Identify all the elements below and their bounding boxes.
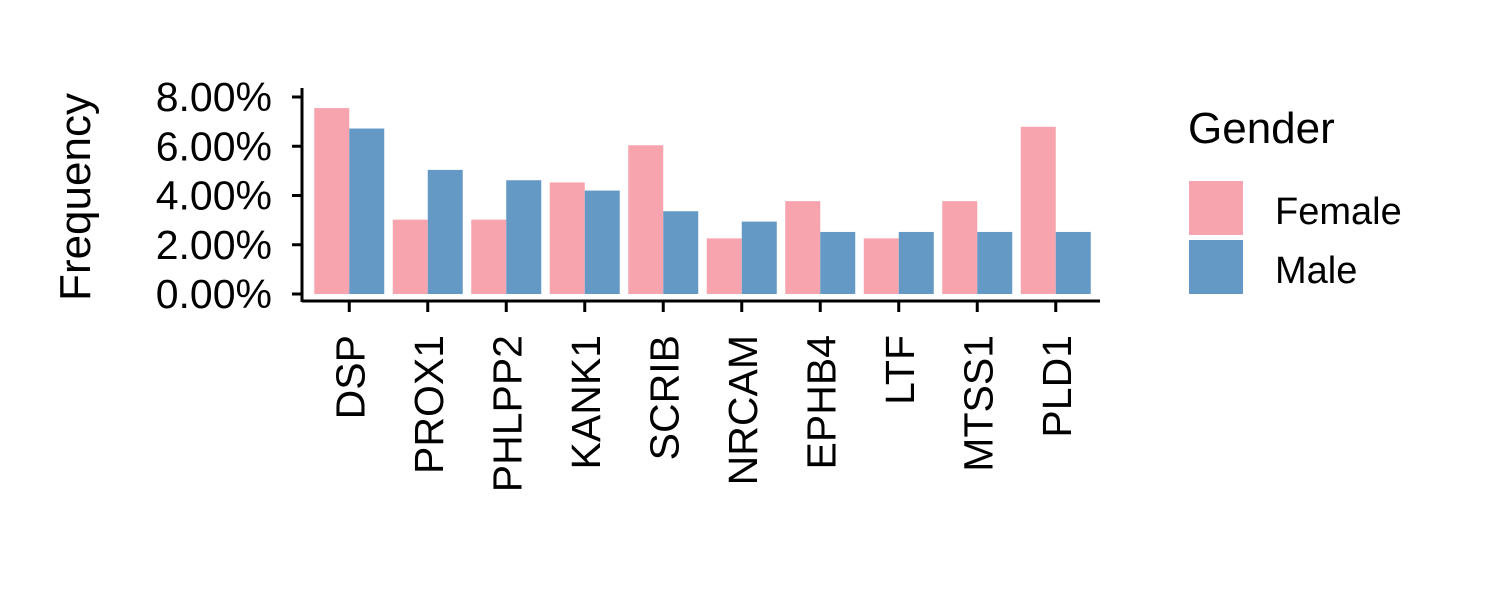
bar-dsp-male: [349, 128, 385, 294]
y-ticks: 0.00%2.00%4.00%6.00%8.00%: [156, 74, 302, 317]
bar-ltf-female: [863, 238, 899, 294]
x-tick-label-scrib: SCRIB: [641, 335, 687, 460]
bar-kank1-male: [584, 190, 620, 294]
x-tick-label-prox1: PROX1: [406, 335, 452, 474]
x-tick-label-nrcam: NRCAM: [720, 335, 766, 485]
x-tick-label-dsp: DSP: [327, 335, 373, 419]
y-axis-title: Frequency: [51, 93, 100, 301]
x-tick-label-pld1: PLD1: [1034, 335, 1080, 438]
legend-swatch-female: [1189, 181, 1243, 235]
bar-scrib-female: [628, 145, 664, 294]
legend-label-male: Male: [1275, 250, 1357, 292]
y-tick-label: 0.00%: [156, 271, 272, 317]
y-tick-label: 6.00%: [156, 123, 272, 169]
x-tick-label-mtss1: MTSS1: [955, 335, 1001, 472]
bar-phlpp2-female: [471, 219, 507, 294]
bar-nrcam-female: [706, 238, 742, 294]
bar-ephb4-female: [785, 201, 821, 294]
bar-prox1-female: [392, 219, 428, 294]
bar-pld1-male: [1055, 231, 1091, 294]
x-tick-label-ephb4: EPHB4: [798, 335, 844, 469]
bar-phlpp2-male: [506, 180, 542, 294]
bar-mtss1-female: [942, 201, 978, 294]
legend-swatch-male: [1189, 240, 1243, 294]
bar-mtss1-male: [977, 231, 1013, 294]
x-ticks: DSP PROX1 PHLPP2 KANK1 SCRIB NRCAM EPHB4 LTF MTS…: [327, 302, 1080, 492]
legend: Gender Female Male: [1188, 104, 1402, 294]
y-tick-label: 8.00%: [156, 74, 272, 120]
x-tick-label-kank1: KANK1: [563, 335, 609, 469]
bar-ltf-male: [898, 231, 934, 294]
y-tick-label: 4.00%: [156, 173, 272, 219]
bar-pld1-female: [1020, 126, 1056, 294]
bar-scrib-male: [663, 211, 699, 294]
bar-nrcam-male: [741, 221, 777, 294]
x-tick-label-phlpp2: PHLPP2: [484, 335, 530, 492]
bar-prox1-male: [427, 169, 463, 294]
y-tick-label: 2.00%: [156, 222, 272, 268]
x-tick-label-ltf: LTF: [877, 335, 923, 405]
bar-ephb4-male: [820, 231, 856, 294]
bar-kank1-female: [549, 182, 585, 294]
legend-label-female: Female: [1275, 191, 1402, 233]
legend-title: Gender: [1188, 104, 1335, 153]
bars: [314, 108, 1091, 294]
bar-dsp-female: [314, 108, 350, 294]
